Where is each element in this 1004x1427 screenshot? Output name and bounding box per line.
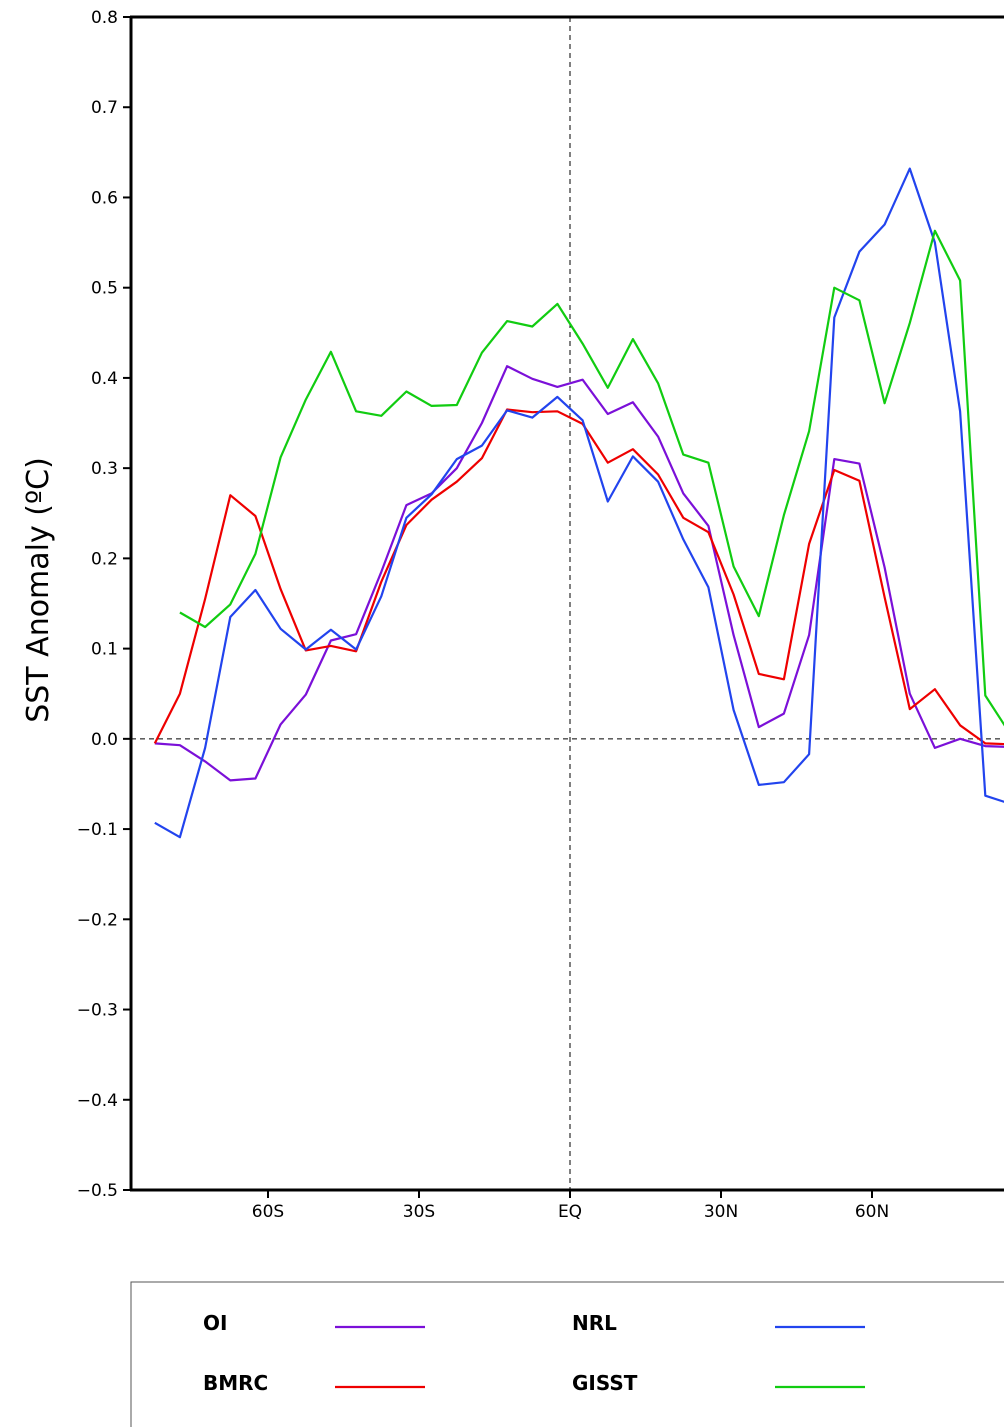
y-tick-label: −0.2 <box>77 910 118 930</box>
legend-box <box>130 1281 1004 1427</box>
x-tick-label: EQ <box>558 1202 582 1222</box>
series-line-oi <box>154 365 1004 782</box>
series-line-bmrc <box>153 408 1004 746</box>
legend-label-gisst: GISST <box>572 1371 638 1395</box>
y-tick-label: 0.1 <box>91 640 118 660</box>
y-tick-label: 0.8 <box>91 8 118 28</box>
y-tick-label: 0.5 <box>91 279 118 299</box>
y-tick-label: 0.7 <box>91 98 118 118</box>
y-tick-label: −0.4 <box>77 1091 118 1111</box>
legend: OI NRL BMRC GISST <box>130 1281 1004 1427</box>
series-line-gisst <box>179 229 1004 727</box>
y-tick-label: 0.6 <box>91 188 118 208</box>
x-tick-label: 30N <box>704 1202 738 1222</box>
y-axis-ticks: 0.8 0.7 0.6 0.5 0.4 0.3 0.2 0.1 0.0 −0.1 −0.2 −0.3 −… <box>77 8 131 1201</box>
series-layer <box>153 167 1004 839</box>
reference-lines <box>131 17 1004 1190</box>
x-tick-label: 30S <box>403 1202 435 1222</box>
legend-label-nrl: NRL <box>572 1311 617 1335</box>
series-line-nrl <box>154 167 1004 839</box>
y-tick-label: 0.2 <box>91 549 118 569</box>
y-axis-label: SST Anomaly (ºC) <box>21 457 56 723</box>
y-tick-label: 0.0 <box>91 730 118 750</box>
y-tick-label: −0.1 <box>77 820 118 840</box>
y-tick-label: −0.5 <box>77 1181 118 1201</box>
y-tick-label: 0.4 <box>91 369 118 389</box>
x-tick-label: 60S <box>252 1202 284 1222</box>
legend-label-oi: OI <box>203 1311 227 1335</box>
legend-label-bmrc: BMRC <box>203 1371 268 1395</box>
x-tick-label: 60N <box>855 1202 889 1222</box>
x-axis-ticks: 60S 30S EQ 30N 60N <box>252 1190 889 1222</box>
y-tick-label: −0.3 <box>77 1001 118 1021</box>
y-tick-label: 0.3 <box>91 459 118 479</box>
